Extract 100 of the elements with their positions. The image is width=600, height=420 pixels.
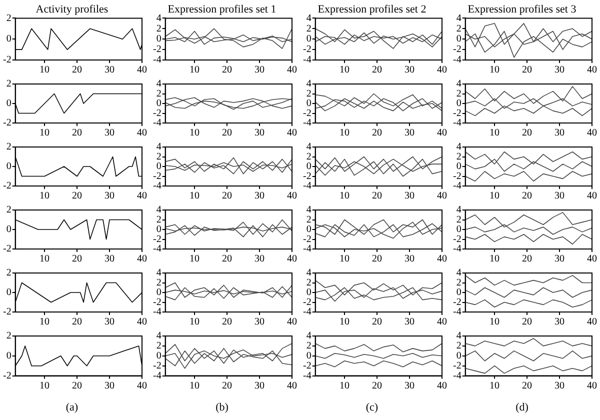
x-tick-label: 10: [490, 128, 500, 139]
y-tick-label: -4: [152, 180, 162, 192]
x-tick-label: 40: [287, 190, 297, 202]
x-tick-label: 20: [522, 128, 532, 139]
x-tick-label: 20: [522, 380, 532, 392]
y-tick-label: 2: [306, 277, 312, 288]
y-tick-label: -4: [152, 306, 162, 318]
y-tick-label: 0: [306, 161, 312, 172]
x-tick-label: 40: [287, 316, 297, 328]
y-tick-label: -2: [452, 296, 462, 308]
x-tick-label: 20: [72, 316, 82, 328]
y-tick-label: 2: [156, 214, 162, 226]
y-tick-label: -4: [452, 54, 462, 66]
x-tick-label: 10: [190, 380, 200, 392]
y-tick-label: -2: [302, 296, 312, 308]
x-tick-label: 30: [554, 254, 565, 265]
y-tick-label: -4: [452, 180, 462, 192]
y-tick-label: 2: [306, 23, 312, 34]
y-tick-label: -4: [452, 370, 462, 382]
y-tick-label: 4: [306, 78, 312, 90]
x-tick-label: 40: [437, 64, 447, 76]
x-tick-label: 10: [190, 128, 200, 139]
x-tick-label: 20: [522, 316, 532, 328]
x-tick-label: 30: [104, 316, 115, 328]
y-tick-label: -2: [2, 54, 12, 66]
y-tick-label: 4: [456, 78, 462, 90]
y-tick-label: -2: [452, 170, 462, 182]
y-tick-label: 0: [156, 350, 162, 362]
y-tick-label: -2: [152, 296, 162, 308]
y-tick-label: -2: [152, 44, 162, 56]
y-tick-label: 4: [456, 12, 462, 24]
x-tick-label: 20: [222, 254, 232, 265]
y-tick-label: 2: [306, 88, 312, 100]
x-tick-label: 20: [72, 190, 82, 202]
y-tick-label: -2: [152, 170, 162, 182]
y-tick-label: 4: [456, 268, 462, 279]
y-tick-label: 2: [6, 330, 12, 342]
x-tick-label: 30: [554, 64, 565, 76]
y-tick-label: 2: [6, 268, 12, 279]
y-tick-label: 0: [306, 224, 312, 236]
y-tick-label: 4: [156, 12, 162, 24]
y-tick-label: 2: [456, 277, 462, 288]
y-tick-label: 0: [456, 350, 462, 362]
x-tick-label: 10: [190, 254, 200, 265]
x-tick-label: 30: [404, 190, 415, 202]
y-tick-label: -4: [152, 118, 162, 129]
x-tick-label: 20: [522, 64, 532, 76]
x-tick-label: 30: [404, 64, 415, 76]
x-tick-label: 40: [137, 380, 147, 392]
x-tick-label: 10: [40, 128, 50, 139]
y-tick-label: 2: [456, 214, 462, 226]
x-tick-label: 10: [490, 316, 500, 328]
x-tick-label: 20: [72, 254, 82, 265]
y-tick-label: -4: [302, 180, 312, 192]
y-tick-label: 2: [306, 151, 312, 162]
text: (c): [366, 401, 378, 414]
x-tick-label: 20: [372, 64, 382, 76]
x-tick-label: 40: [287, 254, 297, 265]
x-tick-label: 20: [222, 316, 232, 328]
y-tick-label: 0: [456, 224, 462, 236]
y-tick-label: -2: [302, 108, 312, 119]
x-tick-label: 10: [490, 380, 500, 392]
y-tick-label: 0: [456, 98, 462, 110]
y-tick-label: 4: [306, 268, 312, 279]
y-tick-label: 0: [6, 98, 12, 110]
y-tick-label: -2: [2, 370, 12, 382]
x-tick-label: 40: [587, 190, 597, 202]
y-tick-label: 2: [156, 23, 162, 34]
x-tick-label: 10: [40, 64, 50, 76]
x-tick-label: 40: [587, 316, 597, 328]
y-tick-label: 2: [156, 340, 162, 352]
chart-title: Expression profiles set 1: [168, 3, 276, 16]
x-tick-label: 20: [372, 380, 382, 392]
x-tick-label: 40: [587, 128, 597, 139]
x-tick-label: 40: [437, 190, 447, 202]
x-tick-label: 10: [340, 316, 350, 328]
x-tick-label: 30: [254, 254, 265, 265]
y-tick-label: -4: [302, 54, 312, 66]
y-tick-label: -4: [302, 244, 312, 255]
y-tick-label: -2: [302, 170, 312, 182]
x-tick-label: 40: [587, 380, 597, 392]
y-tick-label: -2: [152, 360, 162, 372]
y-tick-label: 2: [156, 151, 162, 162]
y-tick-label: -2: [2, 180, 12, 192]
y-tick-label: -2: [452, 108, 462, 119]
y-tick-label: 0: [156, 224, 162, 236]
y-tick-label: 4: [156, 204, 162, 216]
x-tick-label: 10: [490, 190, 500, 202]
x-tick-label: 20: [372, 316, 382, 328]
x-tick-label: 20: [222, 128, 232, 139]
y-tick-label: 2: [6, 78, 12, 90]
x-tick-label: 10: [340, 254, 350, 265]
x-tick-label: 20: [522, 190, 532, 202]
x-tick-label: 40: [437, 254, 447, 265]
y-tick-label: 0: [156, 287, 162, 298]
x-tick-label: 30: [554, 380, 565, 392]
y-tick-label: 4: [306, 204, 312, 216]
x-tick-label: 20: [372, 190, 382, 202]
x-tick-label: 40: [137, 64, 147, 76]
y-tick-label: 2: [6, 204, 12, 216]
